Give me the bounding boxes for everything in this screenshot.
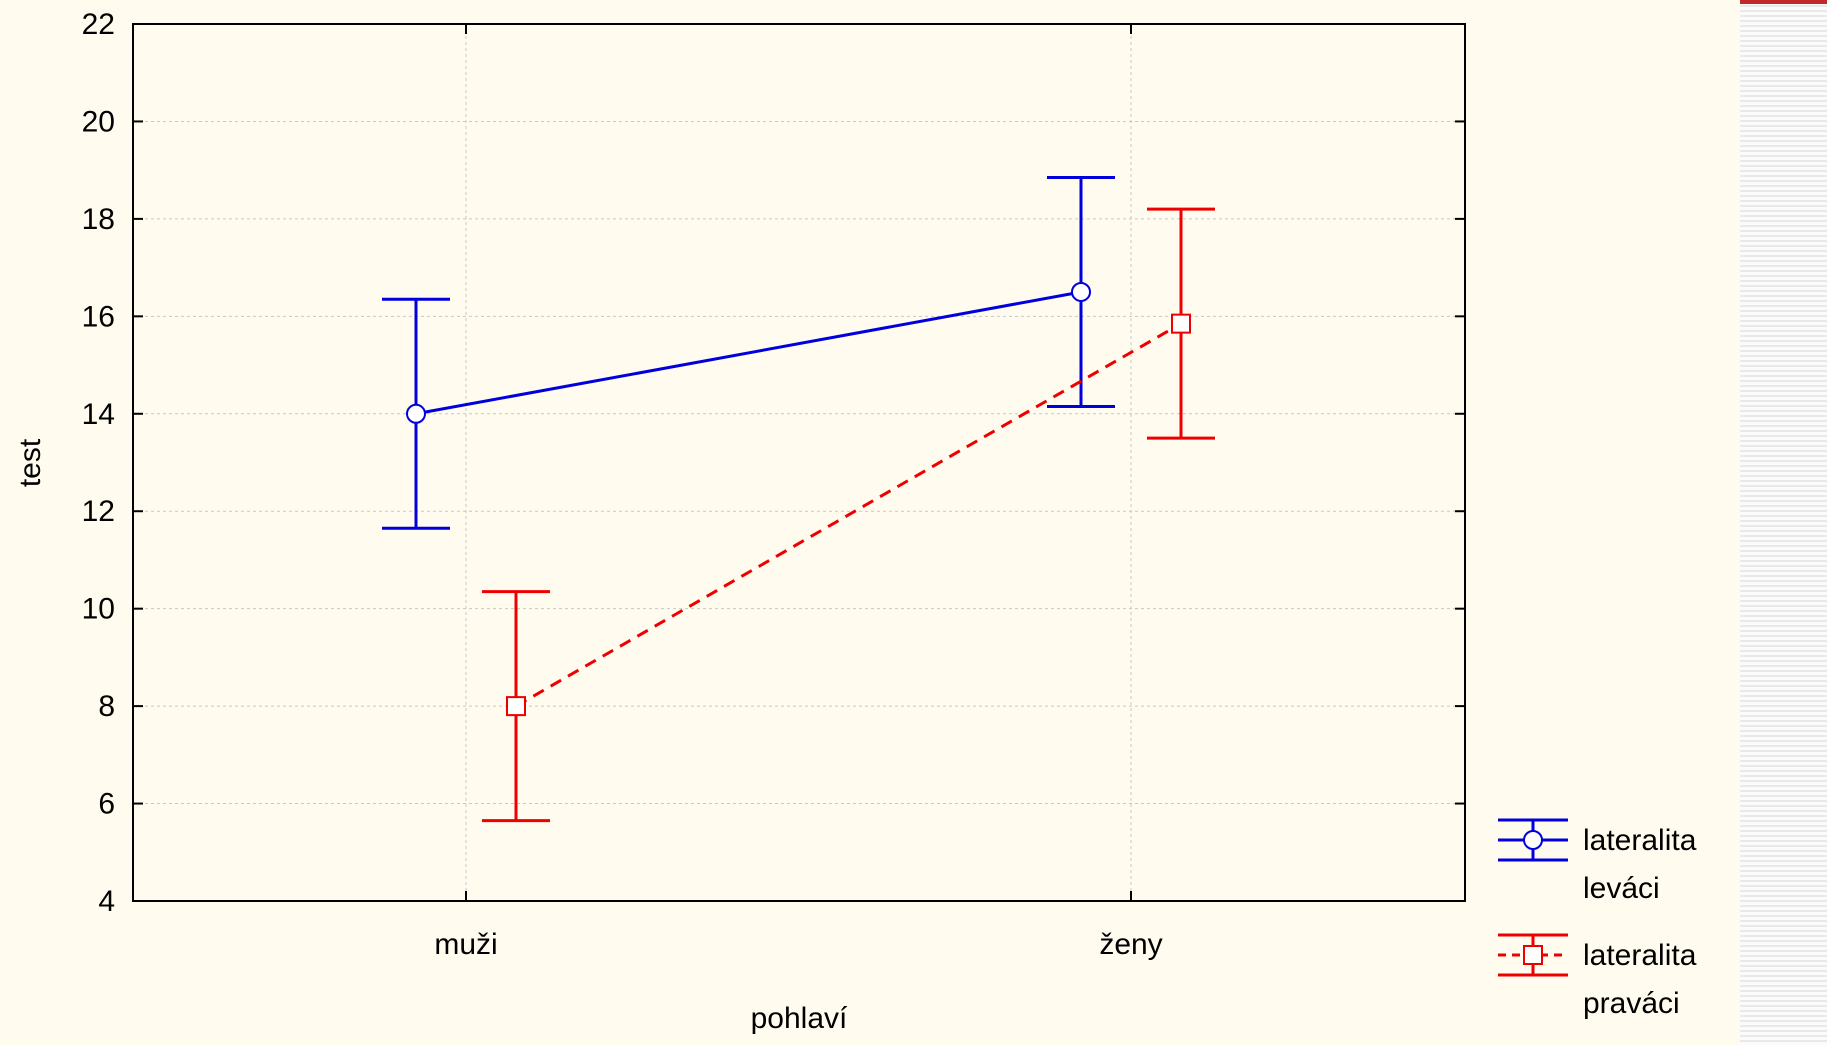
y-axis: 4 6 8 10 12 14 16 18 20 22 [82, 8, 1465, 918]
legend-label: lateralita [1583, 824, 1697, 857]
y-tick-label: 8 [98, 690, 115, 723]
data-point [406, 403, 426, 424]
y-tick-label: 6 [98, 788, 115, 821]
legend-item-1: lateralita leváci [1498, 818, 1697, 905]
legend: lateralita leváci lateralita praváci [1498, 818, 1697, 1020]
y-tick-label: 12 [82, 495, 115, 528]
series-group [382, 175, 1215, 823]
plot-frame [132, 23, 1466, 902]
legend-item-2: lateralita praváci [1498, 933, 1697, 1020]
x-tick-label: muži [434, 928, 497, 961]
y-tick-label: 20 [82, 105, 115, 138]
y-tick-label: 4 [98, 885, 115, 918]
data-point [506, 696, 526, 717]
y-tick-label: 16 [82, 300, 115, 333]
y-tick-label: 14 [82, 398, 115, 431]
series-line [415, 290, 1082, 416]
legend-marker [1523, 830, 1543, 850]
legend-label: lateralita [1583, 939, 1697, 972]
grid-lines [133, 24, 1465, 901]
legend-marker [1523, 945, 1543, 965]
x-axis-title: pohlaví [751, 1002, 848, 1035]
data-point [1071, 281, 1091, 302]
y-tick-label: 18 [82, 203, 115, 236]
series-2 [482, 207, 1215, 823]
series-line [515, 322, 1182, 708]
side-decorative-strip [1740, 0, 1827, 1045]
data-point [1171, 313, 1191, 334]
x-axis: muži ženy [434, 24, 1163, 961]
x-tick-label: ženy [1099, 928, 1162, 961]
y-tick-label: 22 [82, 8, 115, 41]
y-axis-title: test [14, 438, 47, 487]
legend-label: praváci [1583, 987, 1680, 1020]
y-tick-label: 10 [82, 593, 115, 626]
series-1 [382, 175, 1115, 530]
legend-label: leváci [1583, 872, 1660, 905]
side-strip-accent [1740, 0, 1827, 4]
